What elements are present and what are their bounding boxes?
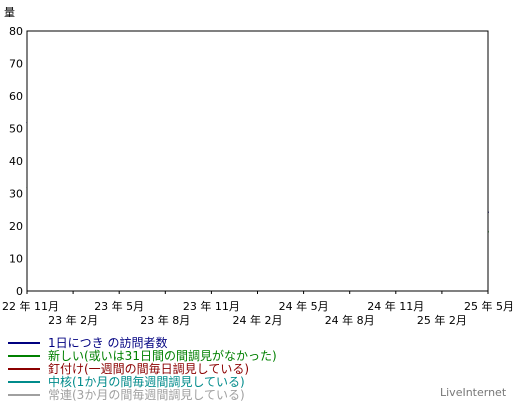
y-tick-label: 0 (16, 285, 23, 298)
chart-legend: 1日につき の訪問者数新しい(或いは31日間の間調見がなかった)釘付け(一週間の… (8, 335, 277, 402)
x-tick-label: 24 年 2月 (233, 313, 283, 327)
y-tick-label: 80 (9, 25, 23, 38)
y-tick-labels: 0 10 20 30 40 50 60 70 80 (9, 25, 23, 298)
x-tick-label: 24 年 11月 (367, 299, 424, 313)
y-tick-label: 10 (9, 253, 23, 266)
y-tick-label: 60 (9, 90, 23, 103)
legend-label: 1日につき の訪問者数 (48, 335, 167, 350)
x-tick-label: 25 年 5月 (464, 299, 514, 313)
x-tick-label: 23 年 11月 (183, 299, 240, 313)
x-tick-label: 22 年 11月 (2, 299, 59, 313)
x-tick-label: 24 年 5月 (279, 299, 329, 313)
x-tick-label: 23 年 5月 (94, 299, 144, 313)
y-tick-label: 30 (9, 188, 23, 201)
y-tick-label: 20 (9, 220, 23, 233)
legend-label: 常連(3か月の間毎週間調見している) (48, 387, 245, 402)
brand-label: LiveInternet (440, 386, 507, 399)
legend-label: 新しい(或いは31日間の間調見がなかった) (48, 348, 277, 363)
plot-area (26, 30, 489, 292)
chart-axes (26, 30, 489, 294)
x-tick-label: 23 年 2月 (48, 313, 98, 327)
y-axis-unit-label: 量 (4, 6, 15, 19)
x-tick-label: 24 年 8月 (325, 313, 375, 327)
y-tick-label: 40 (9, 155, 23, 168)
x-tick-label: 23 年 8月 (140, 313, 190, 327)
legend-label: 中核(1か月の間毎週間調見している) (48, 374, 245, 389)
y-tick-label: 70 (9, 58, 23, 71)
y-tick-label: 50 (9, 123, 23, 136)
legend-label: 釘付け(一週間の間毎日調見している) (48, 361, 249, 376)
x-tick-label: 25 年 2月 (417, 313, 467, 327)
